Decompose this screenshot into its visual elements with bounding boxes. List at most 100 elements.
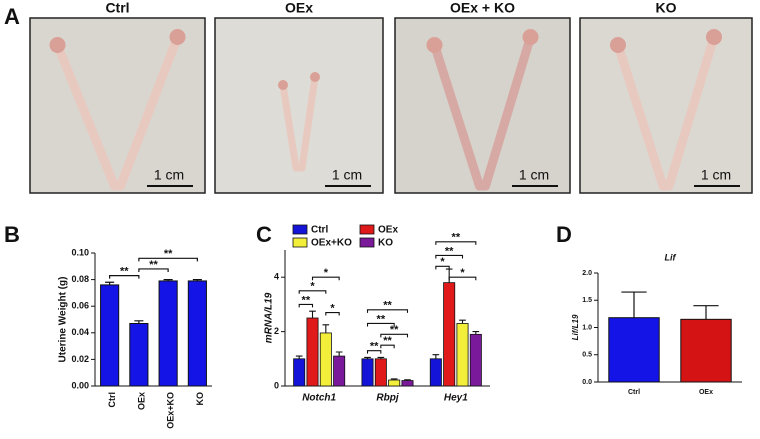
x-tick-label: Hey1	[444, 393, 468, 404]
scale-label: 1 cm	[332, 167, 362, 183]
significance-bracket	[138, 257, 198, 262]
bar	[333, 355, 346, 387]
significance-bracket	[298, 290, 327, 294]
x-tick-label: Ctrl	[107, 392, 117, 408]
significance-bracket	[435, 254, 464, 259]
significance-label: **	[164, 248, 173, 260]
error-bar	[390, 378, 398, 381]
x-tick-label: OEx	[699, 389, 713, 396]
y-tick-label: 0.04	[71, 327, 89, 337]
significance-label: **	[370, 341, 379, 353]
significance-label: **	[149, 259, 158, 271]
y-tick-label: 2	[274, 326, 279, 336]
significance-bracket	[366, 350, 382, 354]
y-axis-label: mRNA/L19	[264, 292, 275, 343]
error-bar	[621, 291, 647, 318]
error-bar	[192, 279, 202, 281]
panel-letter: C	[256, 222, 272, 247]
significance-bracket	[448, 276, 477, 281]
legend-swatch	[359, 224, 375, 235]
x-tick-label: KO	[195, 392, 205, 406]
uterus	[613, 35, 719, 191]
error-bar	[295, 355, 303, 359]
ovary	[426, 37, 443, 53]
significance-label: **	[302, 294, 311, 306]
significance-bracket	[138, 268, 169, 272]
ovary	[522, 29, 539, 45]
error-bar	[445, 268, 453, 283]
bar	[680, 318, 732, 383]
significance-label: *	[310, 281, 315, 293]
photo-label: OEx + KO	[450, 0, 515, 16]
x-tick-label: Ctrl	[628, 389, 640, 396]
photo-label: KO	[656, 0, 677, 16]
error-bar	[322, 324, 330, 333]
photo	[579, 17, 753, 194]
ovary	[169, 29, 186, 45]
error-bar	[432, 354, 440, 359]
significance-bracket	[366, 309, 409, 313]
legend-label: OEx+KO	[311, 238, 352, 249]
bar	[388, 379, 401, 387]
legend-swatch	[292, 237, 308, 248]
legend-label: OEx	[378, 225, 398, 236]
error-bar	[105, 281, 115, 285]
y-tick-label: 0.10	[71, 247, 89, 257]
significance-label: **	[377, 313, 386, 325]
error-bar	[472, 331, 480, 335]
ovary	[49, 37, 66, 53]
error-bar	[163, 279, 173, 281]
bar	[100, 284, 120, 387]
significance-label: *	[324, 267, 329, 279]
significance-bracket	[109, 275, 140, 279]
ovary	[706, 29, 722, 45]
legend-label: Ctrl	[311, 225, 328, 236]
scale-label: 1 cm	[701, 167, 731, 183]
y-tick-label: 0.02	[71, 354, 89, 364]
photo-label: Ctrl	[105, 0, 129, 16]
scale-label: 1 cm	[519, 167, 549, 183]
x-tick-label: OEx	[136, 392, 146, 410]
y-tick-label: 0.06	[71, 301, 89, 311]
significance-label: *	[460, 267, 465, 279]
legend-swatch	[359, 237, 375, 248]
bar	[293, 358, 306, 387]
error-bar	[309, 310, 316, 318]
ovary	[610, 37, 626, 53]
error-bar	[459, 319, 466, 324]
error-bar	[364, 356, 371, 359]
x-tick-label: Rbpj	[376, 393, 398, 404]
uterus	[430, 35, 535, 191]
significance-label: **	[383, 300, 392, 312]
y-tick-label: 2.0	[582, 270, 592, 277]
panel-letter: D	[556, 222, 572, 247]
chart-title: Lif	[665, 252, 677, 262]
significance-label: **	[445, 245, 454, 257]
error-bar	[134, 320, 144, 324]
bar	[361, 358, 374, 387]
photo	[214, 17, 384, 194]
ovary	[310, 72, 320, 82]
bar	[401, 380, 414, 387]
y-axis-label: Uterine Weight (g)	[58, 277, 69, 363]
uterus	[279, 76, 319, 172]
panel-letter: A	[4, 4, 20, 29]
scale-label: 1 cm	[154, 167, 184, 183]
bar	[374, 358, 387, 387]
significance-label: **	[452, 232, 461, 244]
ovary	[278, 80, 288, 90]
significance-bracket	[380, 333, 409, 338]
significance-bracket	[311, 276, 340, 281]
x-tick-label: OEx+KO	[166, 392, 176, 429]
bar	[443, 282, 456, 387]
bar	[456, 323, 469, 387]
significance-bracket	[298, 303, 314, 308]
y-tick-label: 0.5	[582, 352, 592, 359]
y-tick-label: 4	[274, 272, 279, 282]
bar	[187, 280, 207, 387]
y-tick-label: 1.5	[582, 297, 592, 304]
error-bar	[693, 305, 719, 320]
error-bar	[335, 351, 343, 357]
significance-bracket	[380, 344, 395, 349]
